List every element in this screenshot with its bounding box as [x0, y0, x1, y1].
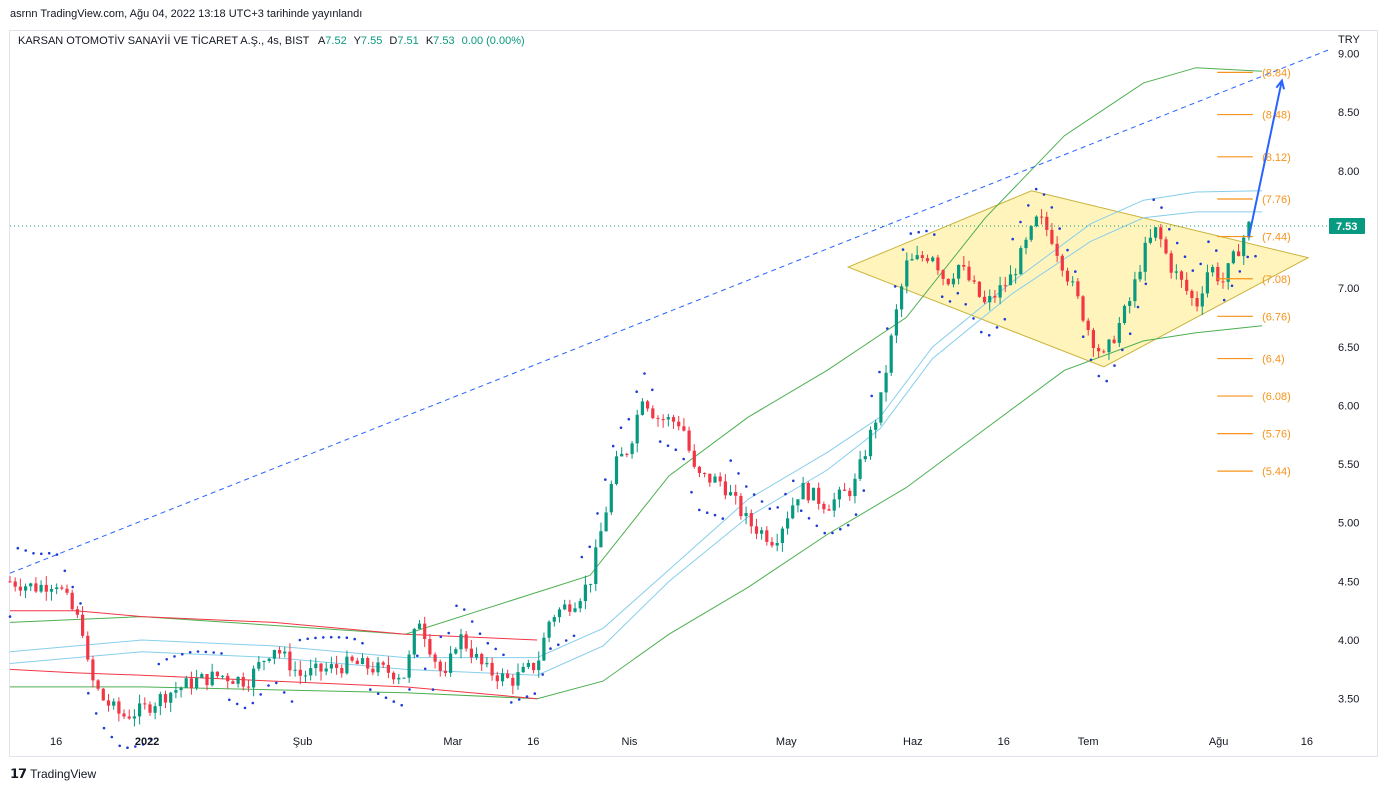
chart-frame[interactable] [9, 30, 1378, 757]
currency-label: TRY [1338, 34, 1360, 46]
symbol-legend: KARSAN OTOMOTİV SANAYİİ VE TİCARET A.Ş.,… [18, 35, 529, 47]
open-label: A [317, 35, 326, 47]
close-label: K [425, 35, 434, 47]
open-value: 7.52 [325, 35, 347, 47]
low-label: D [389, 35, 398, 47]
low-value: 7.51 [397, 35, 419, 47]
tradingview-logo-icon: 𝟭𝟳 [10, 766, 27, 781]
change-value: 0.00 (0.00%) [461, 35, 525, 47]
high-value: 7.55 [360, 35, 383, 47]
footer-brand[interactable]: 𝟭𝟳 TradingView [10, 766, 96, 782]
symbol-name[interactable]: KARSAN OTOMOTİV SANAYİİ VE TİCARET A.Ş.,… [18, 35, 310, 47]
high-label: Y [353, 35, 361, 47]
footer-brand-label: TradingView [30, 767, 97, 781]
publisher-line: asrnn TradingView.com, Ağu 04, 2022 13:1… [10, 8, 363, 20]
close-value: 7.53 [433, 35, 455, 47]
